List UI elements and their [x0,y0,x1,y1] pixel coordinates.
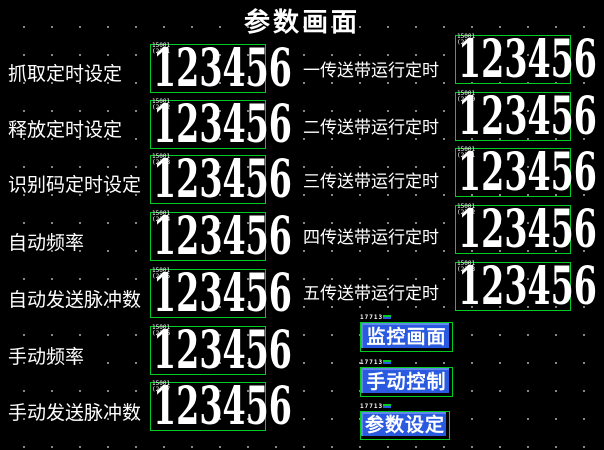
numeric-input-grab-timer[interactable]: 15001 (2)11 123456 [150,42,292,95]
device-address-tag: 15001 (2)11 [152,42,171,55]
numeric-value: 123456 [153,149,292,210]
device-address-tag: 15001 (2)11 [457,146,476,159]
numeric-input-idcode-timer[interactable]: 15001 (2)13 123456 [150,153,292,206]
param-label-conveyor1-run-timer: 一传送带运行定时 [303,61,439,81]
numeric-value: 123456 [153,376,292,437]
device-address-tag: 15001 (2)16 [152,324,171,337]
page-title: 参数画面 [243,8,361,38]
device-address-tag: 15001 (2)10 [457,90,476,103]
switch-address-tag: 17713 [360,360,392,366]
param-label-conveyor4-run-timer: 四传送带运行定时 [303,228,439,248]
monitor-screen-button-label: 监控画面 [366,326,447,348]
numeric-input-conveyor3-run-timer[interactable]: 15001 (2)11 123456 [455,146,597,199]
manual-control-button[interactable]: 17713 手动控制 [360,360,453,397]
device-address-tag: 15001 (2)12 [152,98,171,111]
device-address-tag: 15001 (2)17 [152,380,171,393]
numeric-value: 123456 [153,263,292,324]
param-label-auto-pulse-count: 自动发送脉冲数 [8,289,142,311]
numeric-input-auto-frequency[interactable]: 15001 (2)14 123456 [150,210,292,263]
numeric-input-auto-pulse-count[interactable]: 15001 (2)15 123456 [150,267,292,320]
device-address-tag: 15001 (2)13 [152,153,171,166]
numeric-value: 123456 [153,206,292,267]
param-label-release-timer: 释放定时设定 [8,119,123,141]
numeric-input-conveyor5-run-timer[interactable]: 15001 (2)13 123456 [455,260,597,313]
numeric-input-conveyor4-run-timer[interactable]: 15001 (2)12 123456 [455,203,597,256]
param-label-manual-pulse-count: 手动发送脉冲数 [8,402,142,424]
device-address-tag: 15001 (2)9 [457,33,476,46]
param-label-conveyor3-run-timer: 三传送带运行定时 [303,172,439,192]
switch-address-tag: 17713 [360,315,392,321]
numeric-value: 123456 [458,86,597,147]
switch-address-tag: 17713 [360,404,392,410]
param-label-conveyor5-run-timer: 五传送带运行定时 [303,284,439,304]
param-label-idcode-timer: 识别码定时设定 [8,174,142,196]
param-label-conveyor2-run-timer: 二传送带运行定时 [303,118,439,138]
manual-control-button-label: 手动控制 [366,371,447,393]
numeric-input-manual-pulse-count[interactable]: 15001 (2)17 123456 [150,380,292,433]
param-label-auto-frequency: 自动频率 [8,232,85,254]
numeric-value: 123456 [458,142,597,203]
device-address-tag: 15001 (2)13 [457,260,476,273]
param-label-manual-frequency: 手动频率 [8,346,85,368]
numeric-value: 123456 [458,29,597,90]
numeric-input-release-timer[interactable]: 15001 (2)12 123456 [150,98,292,151]
numeric-value: 123456 [153,320,292,381]
numeric-value: 123456 [153,38,292,99]
parameter-setting-button-label: 参数设定 [364,414,445,436]
device-address-tag: 15001 (2)14 [152,210,171,223]
numeric-value: 123456 [153,94,292,155]
param-label-grab-timer: 抓取定时设定 [8,63,123,85]
numeric-input-manual-frequency[interactable]: 15001 (2)16 123456 [150,324,292,377]
device-address-tag: 15001 (2)12 [457,203,476,216]
parameter-setting-button[interactable]: 17713 参数设定 [360,404,450,440]
device-address-tag: 15001 (2)15 [152,267,171,280]
numeric-value: 123456 [458,199,597,260]
numeric-value: 123456 [458,256,597,317]
monitor-screen-button[interactable]: 17713 监控画面 [360,315,453,352]
numeric-input-conveyor2-run-timer[interactable]: 15001 (2)10 123456 [455,90,597,143]
numeric-input-conveyor1-run-timer[interactable]: 15001 (2)9 123456 [455,33,597,86]
